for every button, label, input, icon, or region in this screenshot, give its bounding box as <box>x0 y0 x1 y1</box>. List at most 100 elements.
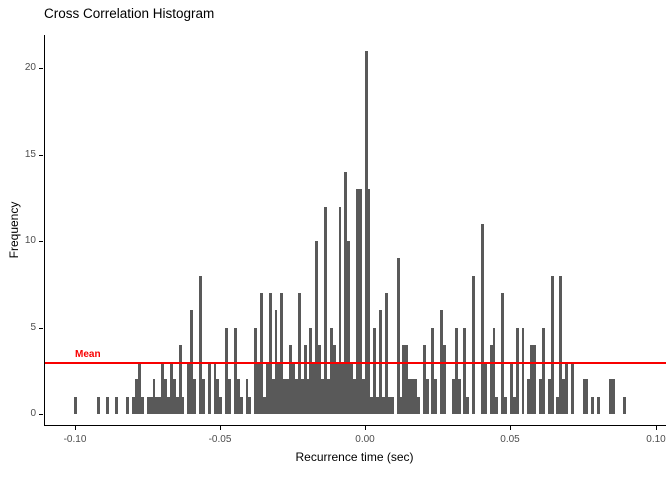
histogram-bar <box>463 327 466 414</box>
histogram-bar <box>138 362 141 414</box>
y-tick-mark <box>39 68 43 70</box>
histogram-bar <box>458 379 461 414</box>
histogram-bar <box>405 344 408 414</box>
histogram-bar <box>493 327 495 414</box>
histogram-bar <box>228 379 231 414</box>
histogram-bar <box>115 396 118 414</box>
histogram-bar <box>466 396 469 414</box>
histogram-bar <box>411 379 414 414</box>
histogram-bar <box>417 396 420 414</box>
histogram-bar <box>586 379 588 414</box>
histogram-bar <box>385 292 388 414</box>
histogram-bar <box>623 396 626 414</box>
histogram-bar <box>187 362 190 414</box>
histogram-bar <box>562 379 565 414</box>
x-tick-label: 0.05 <box>500 434 520 445</box>
histogram-bar <box>612 379 615 414</box>
histogram-bar <box>350 362 353 414</box>
histogram-bar <box>202 379 205 414</box>
histogram-bar <box>295 379 298 414</box>
histogram-bar <box>280 292 283 414</box>
histogram-bar <box>234 327 237 414</box>
histogram-bar <box>216 379 219 414</box>
histogram-bar <box>135 379 138 414</box>
histogram-bar <box>225 327 228 414</box>
x-axis-title: Recurrence time (sec) <box>295 450 414 464</box>
histogram-bar <box>301 379 304 414</box>
histogram-bar <box>248 396 251 414</box>
histogram-bar <box>556 396 559 414</box>
x-tick-mark <box>365 426 366 430</box>
histogram-bar <box>353 379 356 414</box>
histogram-bar <box>609 379 612 414</box>
histogram-bar <box>391 396 394 414</box>
histogram-bar <box>402 344 405 414</box>
x-tick-label: -0.05 <box>208 434 232 445</box>
histogram-bar <box>150 396 153 414</box>
annotation-layer: Mean <box>45 35 666 425</box>
histogram-bar <box>365 50 368 414</box>
histogram-bar <box>219 396 222 414</box>
histogram-bar <box>559 275 562 414</box>
histogram-bar <box>362 379 365 414</box>
histogram-bar <box>548 379 551 414</box>
y-tick-label: 5 <box>30 321 36 333</box>
histogram-bar <box>158 396 161 414</box>
histogram-bar <box>565 362 568 414</box>
histogram-bar <box>214 362 216 414</box>
histogram-bar <box>356 189 359 414</box>
histogram-bar <box>359 189 362 414</box>
histogram-bar <box>324 206 327 414</box>
chart-title: Cross Correlation Histogram <box>44 6 215 21</box>
histogram-bar <box>530 344 533 414</box>
histogram-bar <box>533 344 536 414</box>
histogram-bar <box>388 396 391 414</box>
histogram-bar <box>257 362 260 414</box>
histogram-bar <box>312 362 315 414</box>
histogram-bar <box>397 258 400 414</box>
histogram-bar <box>414 379 417 414</box>
histogram-bar <box>304 344 307 414</box>
y-tick-mark <box>39 414 43 415</box>
x-tick-label: 0.00 <box>355 434 375 445</box>
mean-reference-line <box>45 361 666 364</box>
histogram-bar <box>246 379 248 414</box>
histogram-bar <box>240 396 243 414</box>
y-tick-mark <box>39 154 43 156</box>
y-tick-label: 15 <box>24 148 36 160</box>
histogram-bar <box>155 396 158 414</box>
histogram-bar <box>182 396 184 414</box>
histogram-bar <box>292 362 295 414</box>
histogram-bar <box>539 379 542 414</box>
histogram-bar <box>164 379 167 414</box>
histogram-bar <box>277 362 280 414</box>
histogram-bar <box>272 379 275 414</box>
x-tick-mark <box>656 426 657 430</box>
histogram-bar <box>431 327 434 414</box>
x-tick-mark <box>75 426 76 430</box>
histogram-bar <box>516 327 519 414</box>
histogram-bar <box>176 396 179 414</box>
histogram-bar <box>179 344 182 414</box>
histogram-bar <box>376 396 379 414</box>
histogram-bar <box>106 396 109 414</box>
histogram-bar <box>97 396 100 414</box>
histogram-bar <box>452 379 455 414</box>
histogram-bar <box>309 327 312 414</box>
histogram-bar <box>161 362 164 414</box>
histogram-bar <box>513 396 516 414</box>
histogram-bar <box>527 379 530 414</box>
x-tick-label: -0.10 <box>63 434 87 445</box>
histogram-bar <box>330 327 333 414</box>
histogram-bar <box>368 189 370 414</box>
histogram-bar <box>318 344 321 414</box>
y-tick-label: 20 <box>24 62 36 74</box>
histogram-bar <box>126 396 129 414</box>
histogram-bar <box>167 396 170 414</box>
histogram-bar <box>347 241 350 414</box>
histogram-bar <box>522 327 524 414</box>
histogram-bar <box>307 379 309 414</box>
histogram-bar <box>286 379 289 414</box>
y-tick-label: 0 <box>30 408 36 419</box>
